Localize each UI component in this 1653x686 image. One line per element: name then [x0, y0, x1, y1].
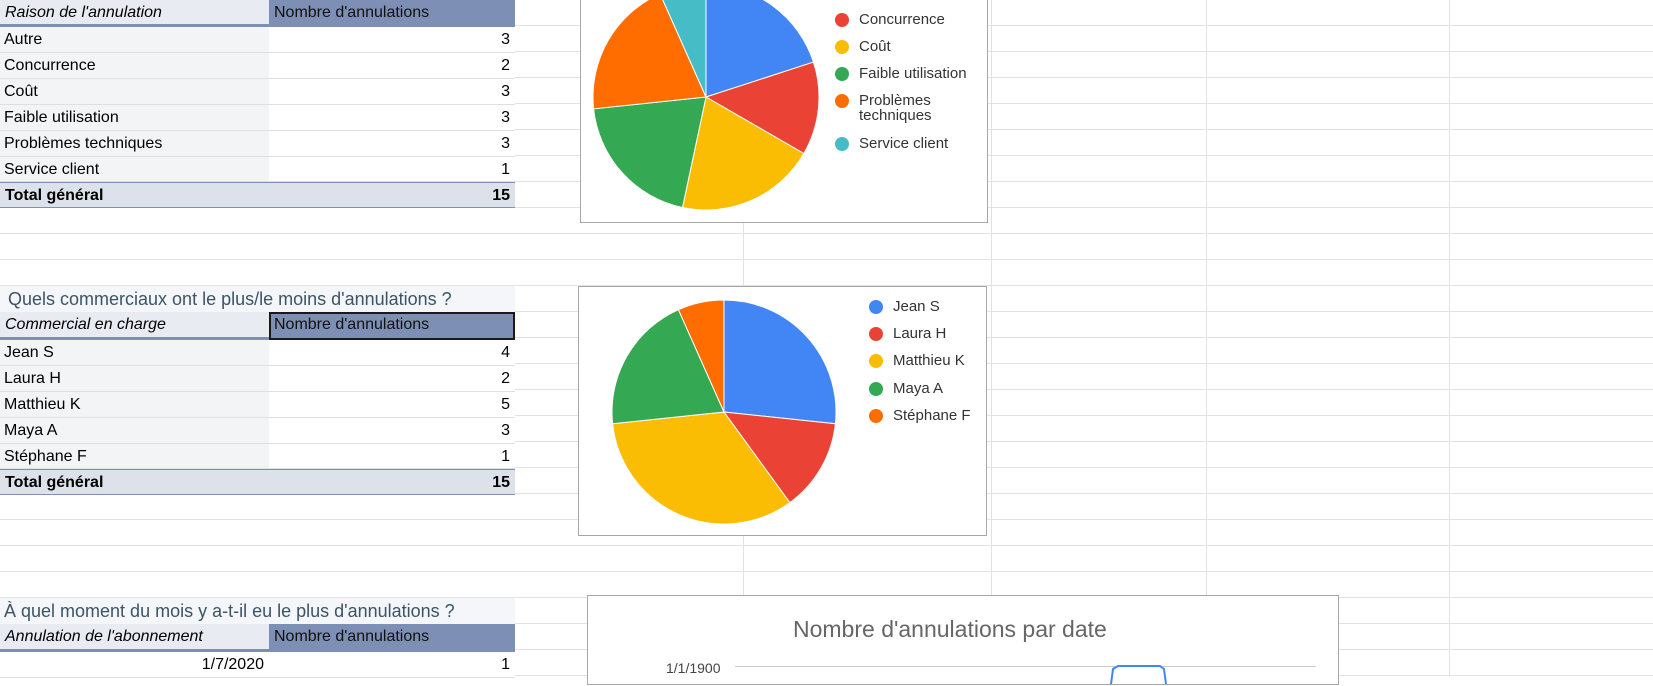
pie-chart-reasons[interactable]: Concurrence Coût Faible utilisation Prob… [580, 0, 988, 223]
pie-slice-concurrence[interactable] [704, 61, 820, 155]
legend-swatch [835, 40, 849, 54]
legend-label: Matthieu K [893, 352, 965, 369]
legend-swatch [835, 13, 849, 27]
table-row-value[interactable]: 2 [269, 366, 515, 392]
pie-slice-matthieu-k[interactable] [612, 411, 791, 525]
section-title-salespeople[interactable]: Quels commerciaux ont le plus/le moins d… [0, 286, 515, 312]
legend-label: Concurrence [859, 11, 945, 28]
table-row-value[interactable]: 3 [269, 418, 515, 444]
pie-slice-autre[interactable] [705, 0, 815, 98]
legend-swatch [835, 137, 849, 151]
legend-label: Faible utilisation [859, 65, 967, 82]
pie-slice-st-phane-f[interactable] [677, 299, 725, 413]
table-row-label[interactable]: 1/7/2020 [0, 652, 269, 678]
table-row-value[interactable]: 3 [269, 131, 515, 157]
table-row-label[interactable]: Jean S [0, 340, 269, 366]
table-row-label[interactable]: Stéphane F [0, 444, 269, 469]
pie-chart-salespeople[interactable]: Jean S Laura H Matthieu K Maya A Stéphan… [578, 286, 987, 536]
line-chart-by-date[interactable]: Nombre d'annulations par date 1/1/1900 [587, 595, 1339, 685]
legend-label: Jean S [893, 298, 940, 315]
table-row-label[interactable]: Service client [0, 157, 269, 182]
table-row-value[interactable]: 3 [269, 27, 515, 53]
table-header-reason[interactable]: Raison de l'annulation [0, 0, 269, 27]
table-row-value[interactable]: 1 [269, 157, 515, 182]
table-row-label[interactable]: Maya A [0, 418, 269, 444]
table-total-value[interactable]: 15 [269, 182, 515, 208]
legend-label: Laura H [893, 325, 947, 342]
legend-label: Maya A [893, 380, 944, 397]
table-row-label[interactable]: Laura H [0, 366, 269, 392]
legend-label: Coût [859, 38, 891, 55]
table-header-count[interactable]: Nombre d'annulations [269, 312, 515, 340]
table-row-label[interactable]: Faible utilisation [0, 105, 269, 131]
pie-chart-salespeople-legend: Jean S Laura H Matthieu K Maya A Stéphan… [869, 287, 984, 535]
table-row-value[interactable]: 3 [269, 105, 515, 131]
table-total-label[interactable]: Total général [0, 182, 269, 208]
table-row-value[interactable]: 1 [269, 444, 515, 469]
pie-slice-maya-a[interactable] [611, 309, 725, 425]
table-row-value[interactable]: 5 [269, 392, 515, 418]
table-row-value[interactable]: 4 [269, 340, 515, 366]
legend-swatch [869, 409, 883, 423]
pie-slice-service-client[interactable] [660, 0, 707, 98]
pie-chart-reasons-legend: Concurrence Coût Faible utilisation Prob… [835, 0, 985, 222]
pie-slice-jean-s[interactable] [723, 299, 837, 425]
section-title-month[interactable]: À quel moment du mois y a-t-il eu le plu… [0, 598, 515, 624]
legend-swatch [835, 67, 849, 81]
legend-swatch [869, 354, 883, 368]
pie-slice-laura-h[interactable] [722, 411, 836, 504]
legend-label: Stéphane F [893, 407, 971, 424]
line-chart-plot [735, 665, 1316, 685]
legend-label: Service client [859, 135, 949, 152]
legend-swatch [835, 94, 849, 108]
table-row-label[interactable]: Matthieu K [0, 392, 269, 418]
table-row-label[interactable]: Concurrence [0, 53, 269, 79]
table-header-date[interactable]: Annulation de l'abonnement [0, 624, 269, 652]
pie-chart-reasons-plot [592, 0, 820, 211]
legend-label: Problèmes techniques [859, 92, 932, 124]
legend-swatch [869, 382, 883, 396]
series-line [1110, 665, 1167, 685]
table-total-label[interactable]: Total général [0, 469, 269, 495]
table-row-value[interactable]: 3 [269, 79, 515, 105]
pie-slice-co-t[interactable] [681, 96, 805, 211]
pie-slice-probl-mes-techniques[interactable] [592, 0, 707, 110]
pie-slice-faible-utilisation[interactable] [593, 96, 707, 209]
table-header-salesperson[interactable]: Commercial en charge [0, 312, 269, 340]
table-row-label[interactable]: Autre [0, 27, 269, 53]
legend-swatch [869, 327, 883, 341]
pie-chart-salespeople-plot [611, 299, 837, 525]
table-row-label[interactable]: Problèmes techniques [0, 131, 269, 157]
y-tick-label: 1/1/1900 [666, 660, 721, 676]
legend-swatch [869, 300, 883, 314]
table-header-count[interactable]: Nombre d'annulations [269, 624, 515, 652]
table-header-count[interactable]: Nombre d'annulations [269, 0, 515, 27]
table-total-value[interactable]: 15 [269, 469, 515, 495]
table-row-value[interactable]: 1 [269, 652, 515, 678]
chart-title: Nombre d'annulations par date [793, 616, 1107, 642]
table-row-label[interactable]: Coût [0, 79, 269, 105]
table-row-value[interactable]: 2 [269, 53, 515, 79]
